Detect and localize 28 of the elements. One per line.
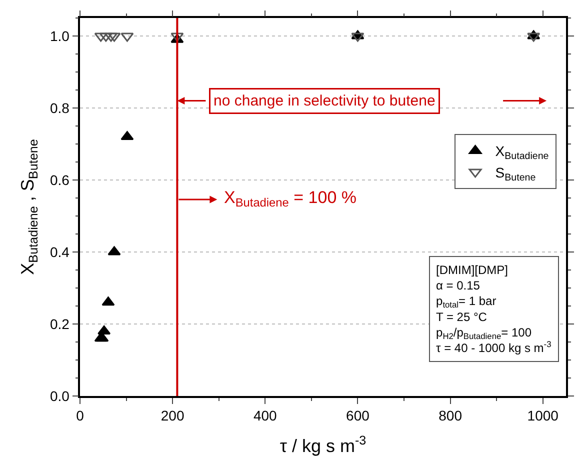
point bbox=[102, 296, 115, 306]
point bbox=[108, 32, 121, 42]
point bbox=[99, 32, 112, 42]
legend-label: X$_{Butadiene}$ bbox=[495, 143, 550, 162]
y-tick-label: 1.0 bbox=[50, 28, 70, 44]
x-tick-label: 200 bbox=[160, 408, 184, 424]
x-tick-label: 600 bbox=[346, 408, 370, 424]
point bbox=[527, 32, 540, 42]
y-tick-label: 0.6 bbox=[50, 172, 70, 188]
x-tick-label: 1000 bbox=[527, 408, 559, 424]
y-tick-label: 0.0 bbox=[50, 388, 70, 404]
y-tick-label: 0.8 bbox=[50, 100, 70, 116]
y-tick-label: 0.2 bbox=[50, 316, 70, 332]
text: [DMIM][DMP] α = 0.15 p$_{total}$= 1 bar T = 25 °C p$_{H2}$/p$_{Butadiene}$= 100 τ = 40 - 1000 kg s m$^{-3}$ bbox=[436, 263, 552, 355]
x-tick-label: 400 bbox=[253, 408, 278, 424]
annotation: X$_{Butadiene}$ = 100 % bbox=[224, 188, 356, 210]
point bbox=[108, 246, 121, 256]
point bbox=[94, 32, 108, 42]
x-axis-title: τ / kg s m$^{-3}$ bbox=[280, 433, 366, 456]
point bbox=[351, 32, 364, 42]
point bbox=[120, 131, 134, 140]
x-tick-label: 800 bbox=[438, 408, 462, 424]
y-tick-label: 0.4 bbox=[50, 244, 70, 260]
point bbox=[98, 325, 111, 334]
annotation: no change in selectivity to butene bbox=[214, 92, 436, 110]
legend-label: S$_{Butene}$ bbox=[495, 164, 536, 184]
point bbox=[120, 32, 134, 42]
x-tick-label: 0 bbox=[76, 408, 84, 424]
